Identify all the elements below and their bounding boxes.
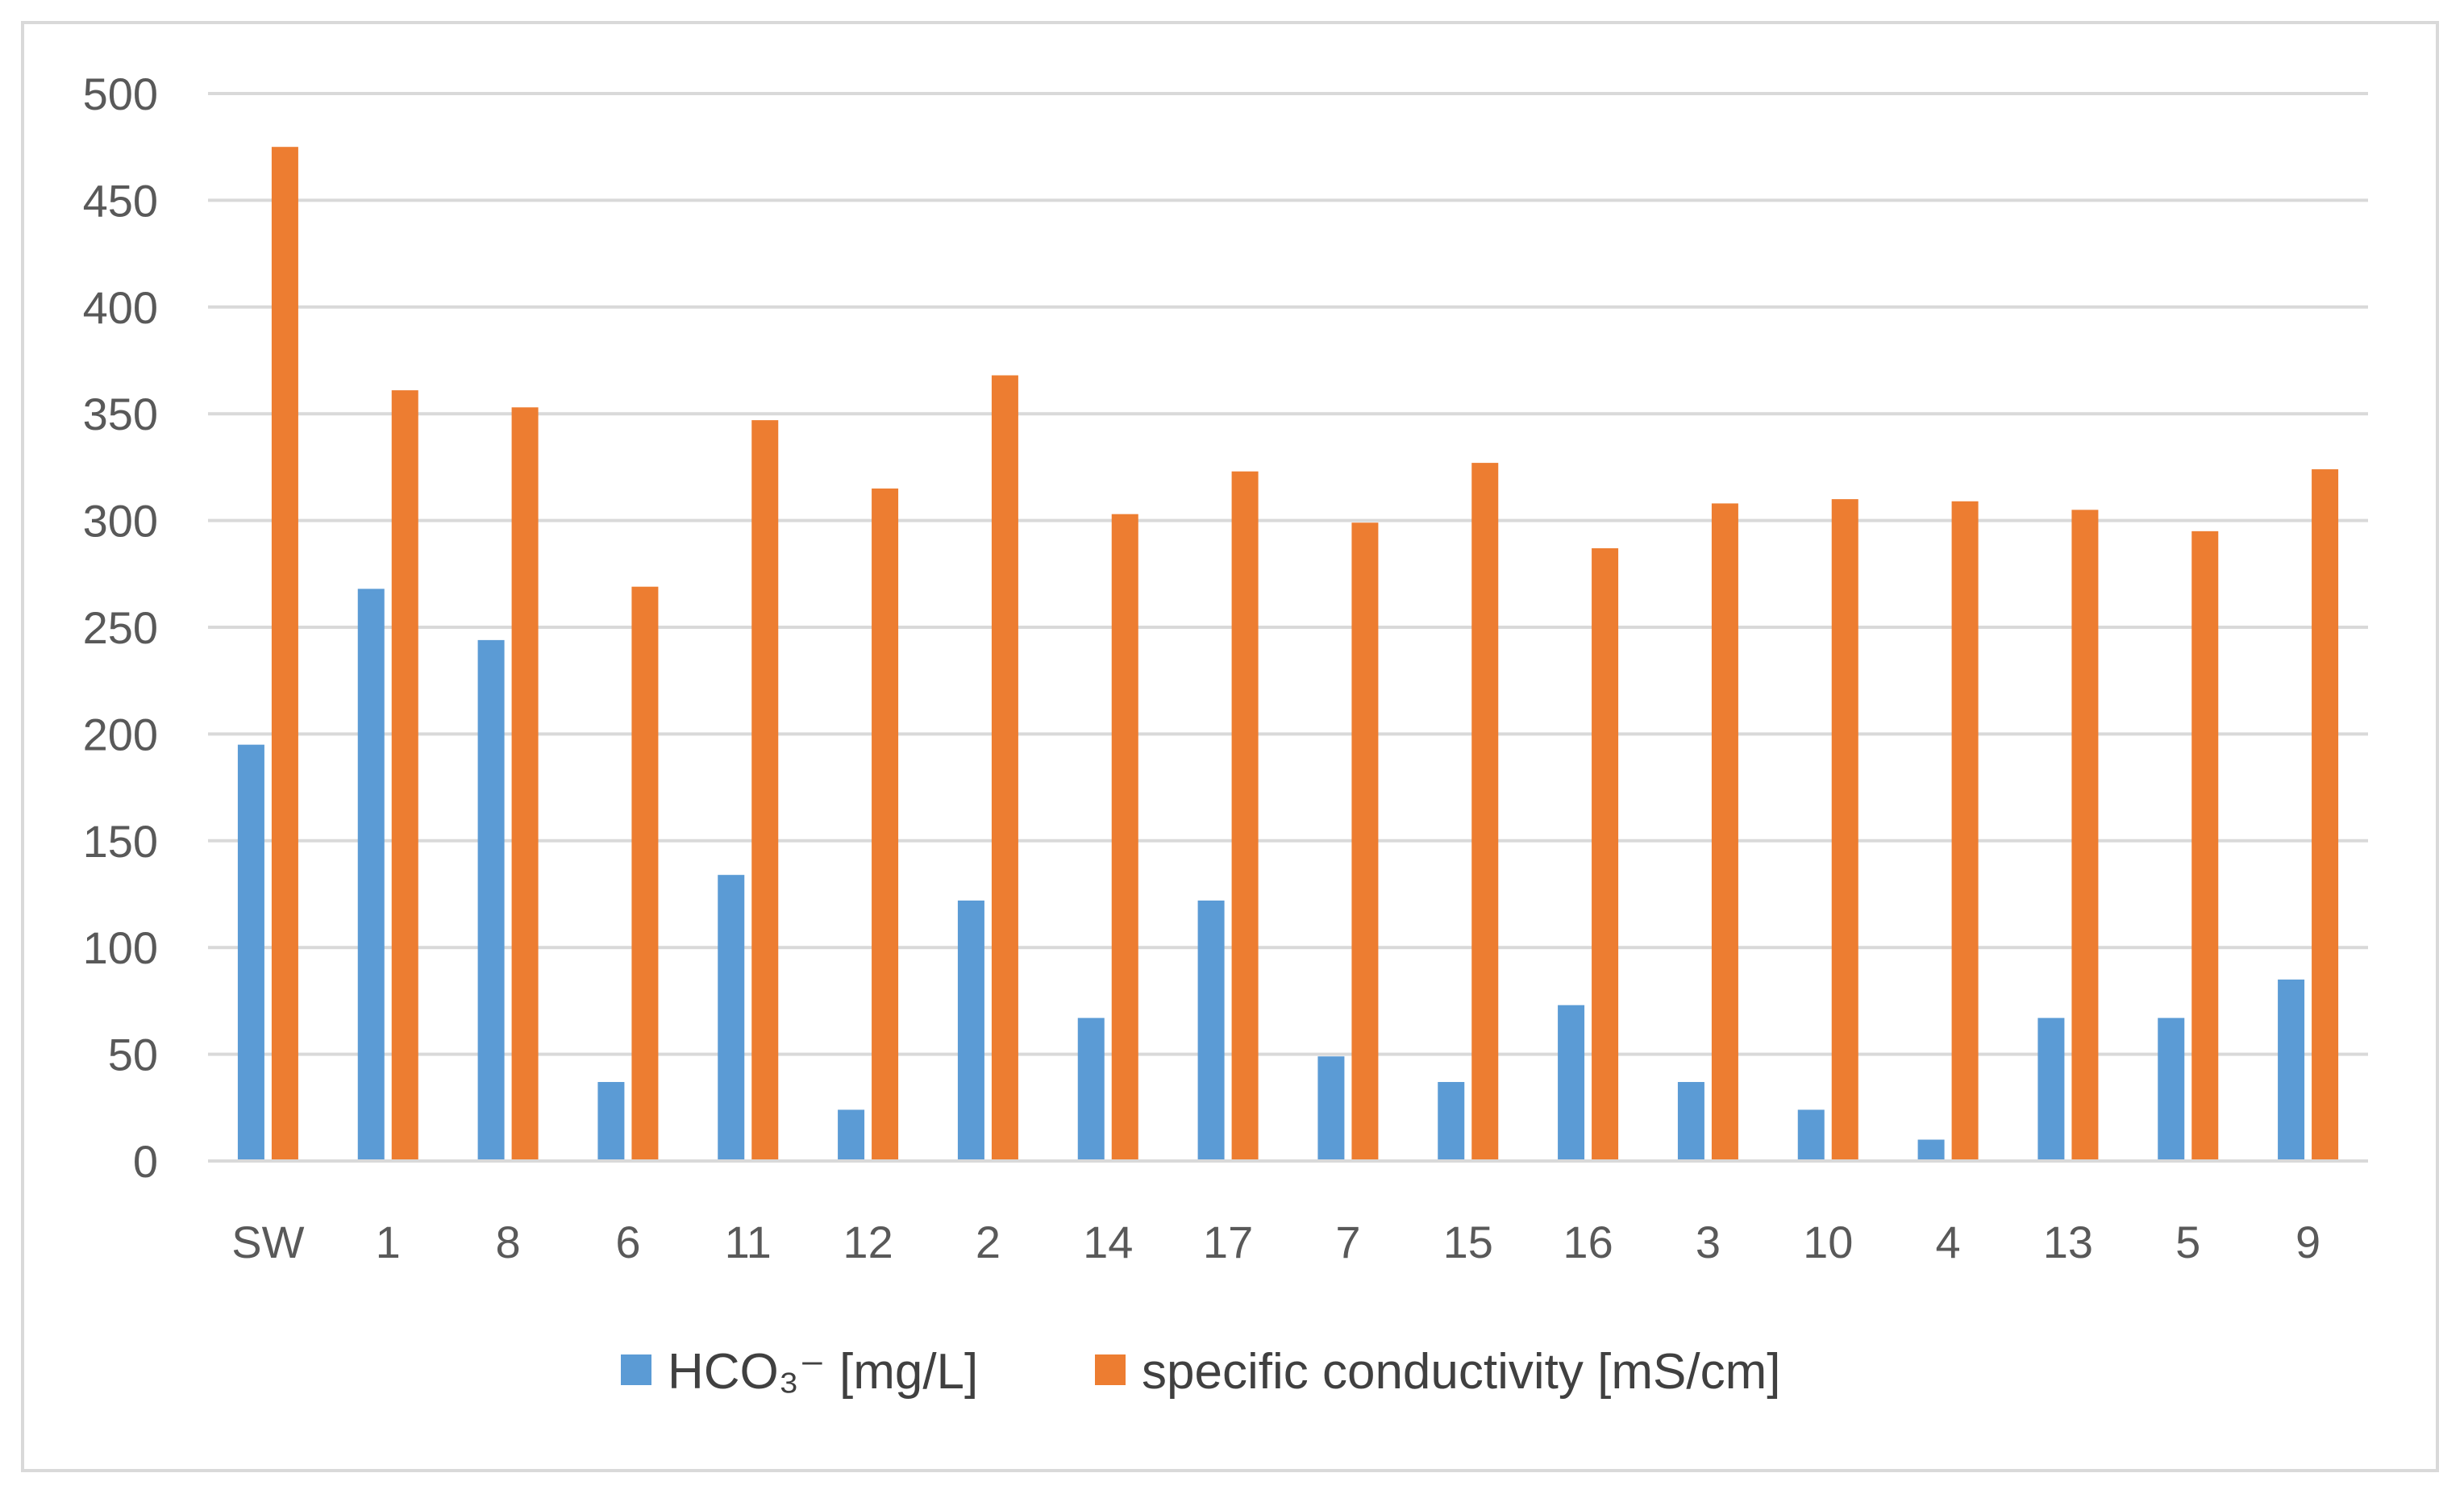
bar-conductivity-1 <box>391 390 418 1161</box>
bars <box>237 147 2339 1162</box>
y-tick-label: 50 <box>108 1030 158 1080</box>
bar-conductivity-4 <box>1951 501 1979 1161</box>
x-tick-label: 11 <box>725 1217 772 1267</box>
bar-hco3-11 <box>718 875 745 1161</box>
legend-swatch-hco3 <box>621 1354 651 1385</box>
bar-conductivity-15 <box>1471 463 1499 1161</box>
bar-hco3-12 <box>838 1109 865 1161</box>
bar-hco3-6 <box>597 1082 625 1161</box>
bar-hco3-7 <box>1317 1056 1345 1161</box>
bar-hco3-8 <box>477 639 505 1161</box>
bar-hco3-4 <box>1917 1139 1945 1161</box>
bar-hco3-13 <box>2037 1017 2065 1161</box>
bar-hco3-SW <box>237 744 264 1161</box>
bar-hco3-2 <box>957 900 984 1161</box>
x-tick-label: 9 <box>2295 1217 2320 1267</box>
y-tick-label: 350 <box>83 389 158 439</box>
legend-label-hco3: HCO₃⁻ [mg/L] <box>668 1344 978 1400</box>
bar-conductivity-16 <box>1592 548 1619 1161</box>
bar-conductivity-13 <box>2071 510 2099 1161</box>
bar-conductivity-3 <box>1711 503 1738 1161</box>
bar-hco3-3 <box>1677 1082 1704 1161</box>
bar-conductivity-7 <box>1351 522 1379 1161</box>
legend-label-conductivity: specific conductivity [mS/cm] <box>1142 1344 1780 1400</box>
y-tick-label: 100 <box>83 922 158 973</box>
x-tick-label: 17 <box>1203 1217 1253 1267</box>
bar-hco3-5 <box>2158 1017 2185 1161</box>
y-tick-label: 300 <box>83 496 158 547</box>
legend: HCO₃⁻ [mg/L] specific conductivity [mS/cm… <box>621 1344 1780 1400</box>
x-tick-label: 16 <box>1563 1217 1613 1267</box>
x-tick-label: 15 <box>1443 1217 1493 1267</box>
bar-conductivity-10 <box>1831 499 1858 1161</box>
bar-conductivity-9 <box>2312 469 2339 1161</box>
x-tick-label: 6 <box>615 1217 640 1267</box>
bar-hco3-15 <box>1438 1082 1465 1161</box>
y-tick-label: 200 <box>83 709 158 759</box>
bar-hco3-17 <box>1197 900 1225 1161</box>
bar-hco3-9 <box>2278 979 2305 1161</box>
bar-conductivity-2 <box>991 375 1018 1161</box>
bar-conductivity-11 <box>751 420 779 1161</box>
bar-conductivity-12 <box>872 488 899 1161</box>
bar-hco3-14 <box>1077 1017 1105 1161</box>
y-tick-label: 450 <box>83 175 158 226</box>
x-tick-label: 8 <box>496 1217 521 1267</box>
x-axis-tick-labels: SW 1 8 6 11 12 2 14 17 7 15 16 3 10 4 13 5 9 <box>231 1217 2320 1267</box>
y-tick-label: 250 <box>83 602 158 653</box>
y-tick-label: 500 <box>83 69 158 119</box>
y-tick-label: 150 <box>83 816 158 867</box>
x-tick-label: SW <box>231 1217 304 1267</box>
bar-hco3-1 <box>357 589 385 1161</box>
bar-hco3-10 <box>1797 1109 1825 1161</box>
bar-conductivity-14 <box>1111 514 1138 1161</box>
x-tick-label: 2 <box>976 1217 1001 1267</box>
bar-conductivity-5 <box>2191 531 2219 1161</box>
x-tick-label: 12 <box>843 1217 893 1267</box>
x-tick-label: 3 <box>1696 1217 1721 1267</box>
y-tick-label: 400 <box>83 282 158 333</box>
x-tick-label: 4 <box>1936 1217 1961 1267</box>
x-tick-label: 14 <box>1083 1217 1133 1267</box>
y-tick-label: 0 <box>133 1136 158 1187</box>
x-tick-label: 13 <box>2043 1217 2093 1267</box>
legend-swatch-conductivity <box>1095 1354 1126 1385</box>
bar-hco3-16 <box>1558 1005 1585 1161</box>
y-axis-tick-labels: 0 50 100 150 200 250 300 350 400 450 500 <box>83 69 158 1187</box>
bar-conductivity-17 <box>1231 471 1259 1161</box>
gridlines <box>208 92 2368 1056</box>
x-tick-label: 7 <box>1335 1217 1360 1267</box>
x-tick-label: 5 <box>2175 1217 2200 1267</box>
x-tick-label: 1 <box>376 1217 401 1267</box>
bar-conductivity-8 <box>511 407 539 1162</box>
bar-conductivity-SW <box>271 147 298 1162</box>
x-tick-label: 10 <box>1803 1217 1853 1267</box>
chart-frame <box>21 21 2439 1472</box>
bar-conductivity-6 <box>631 586 659 1161</box>
